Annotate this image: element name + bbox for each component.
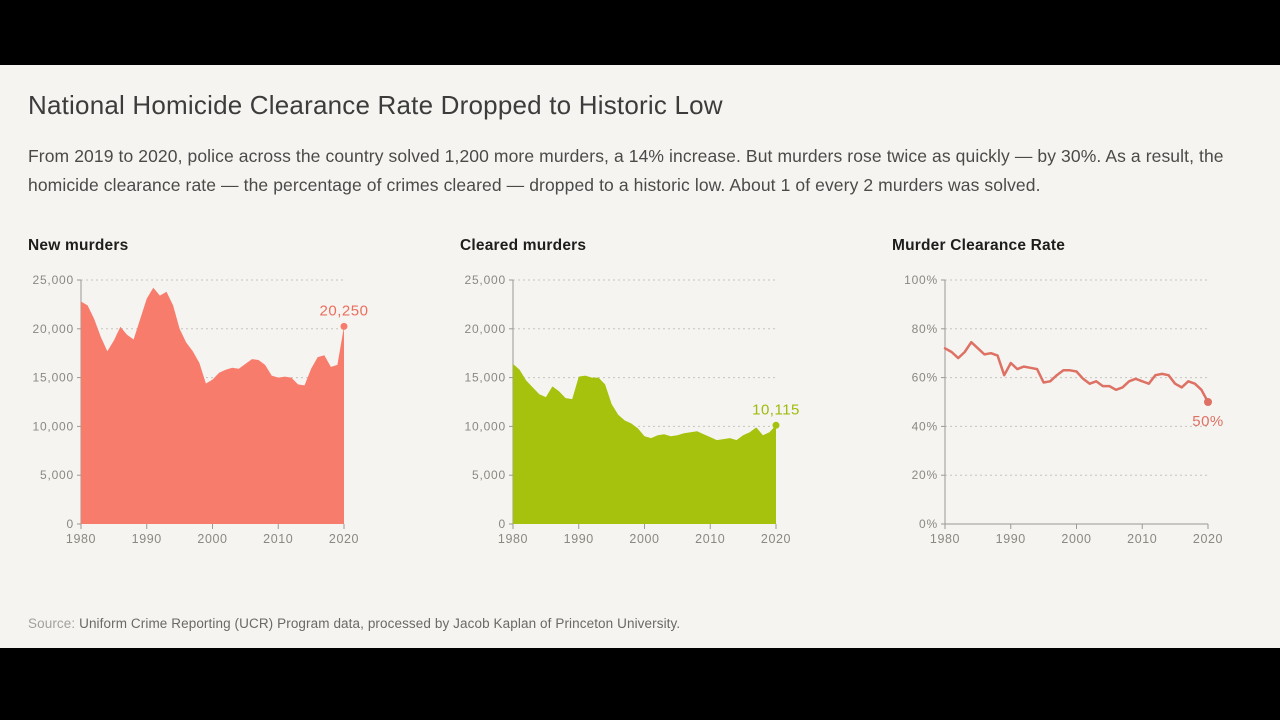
chart-cleared-murders: Cleared murders 0 5,000 10,000 15,000 20,000… — [460, 237, 810, 558]
area-series — [513, 364, 776, 525]
x-tick-label: 1980 — [66, 532, 96, 546]
y-tick-label: 25,000 — [32, 273, 74, 287]
end-value-label: 50% — [1192, 413, 1224, 430]
chart-canvas-cleared-murders: 0 5,000 10,000 15,000 20,000 25,000 1980 1990 20… — [460, 266, 810, 558]
end-point-dot — [772, 421, 780, 429]
y-tick-label: 10,000 — [32, 420, 74, 434]
y-tick-label: 80% — [912, 322, 938, 336]
y-tick-label: 100% — [904, 273, 938, 287]
x-tick-label: 1990 — [132, 532, 162, 546]
x-tick-label: 2020 — [1193, 532, 1223, 546]
y-tick-label: 15,000 — [464, 371, 506, 385]
y-tick-label: 20,000 — [32, 322, 74, 336]
x-tick-label: 2010 — [1127, 532, 1157, 546]
chart-canvas-clearance-rate: 0% 20% 40% 60% 80% 100% 1980 1990 2000 2010 2020 50… — [892, 266, 1242, 558]
x-tick-label: 2000 — [197, 532, 227, 546]
letterbox-bottom — [0, 648, 1280, 720]
y-tick-label: 0 — [499, 517, 506, 531]
chart-new-murders: New murders 0 5,000 10,000 15,000 20,000 25,0… — [28, 237, 378, 558]
x-tick-label: 2000 — [629, 532, 659, 546]
end-point-dot — [1204, 398, 1212, 407]
article-body: National Homicide Clearance Rate Dropped… — [0, 65, 1280, 648]
y-tick-label: 20% — [912, 468, 938, 482]
x-tick-label: 2020 — [761, 532, 791, 546]
x-tick-label: 1980 — [930, 532, 960, 546]
source-label: Source: — [28, 616, 76, 631]
x-tick-label: 1990 — [996, 532, 1026, 546]
x-tick-label: 2000 — [1061, 532, 1091, 546]
end-value-label: 20,250 — [320, 303, 369, 320]
y-tick-label: 40% — [912, 420, 938, 434]
letterbox-top — [0, 0, 1280, 65]
line-series — [943, 341, 1210, 404]
page-title: National Homicide Clearance Rate Dropped… — [28, 90, 723, 120]
y-tick-label: 0 — [67, 517, 74, 531]
y-tick-label: 20,000 — [464, 322, 506, 336]
charts-row: New murders 0 5,000 10,000 15,000 20,000 25,0… — [28, 237, 1252, 557]
y-tick-label: 10,000 — [464, 420, 506, 434]
chart-title-cleared-murders: Cleared murders — [460, 237, 587, 255]
chart-svg: 0 5,000 10,000 15,000 20,000 25,000 1980 1990 20… — [32, 273, 369, 546]
chart-svg: 0 5,000 10,000 15,000 20,000 25,000 1980 1990 20… — [464, 273, 800, 546]
y-tick-label: 15,000 — [32, 371, 74, 385]
chart-canvas-new-murders: 0 5,000 10,000 15,000 20,000 25,000 1980 1990 20… — [28, 266, 378, 558]
source-text: Uniform Crime Reporting (UCR) Program da… — [79, 616, 681, 631]
x-tick-label: 1990 — [564, 532, 594, 546]
y-tick-label: 0% — [919, 517, 938, 531]
chart-clearance-rate: Murder Clearance Rate 0% 20% 40% 60% 80% 100%… — [892, 237, 1242, 558]
end-value-label: 10,115 — [752, 401, 800, 418]
y-tick-label: 5,000 — [40, 468, 74, 482]
source-line: Source: Uniform Crime Reporting (UCR) Pr… — [28, 616, 680, 631]
chart-title-new-murders: New murders — [28, 237, 129, 255]
y-tick-label: 60% — [912, 371, 938, 385]
y-tick-label: 5,000 — [472, 468, 506, 482]
x-tick-label: 2010 — [263, 532, 293, 546]
x-tick-label: 2020 — [329, 532, 359, 546]
x-tick-label: 2010 — [695, 532, 725, 546]
x-tick-label: 1980 — [498, 532, 528, 546]
chart-svg: 0% 20% 40% 60% 80% 100% 1980 1990 2000 2010 2020 50… — [904, 273, 1224, 546]
end-point-dot — [340, 323, 348, 331]
area-series — [81, 287, 344, 525]
y-tick-label: 25,000 — [464, 273, 506, 287]
chart-title-clearance-rate: Murder Clearance Rate — [892, 237, 1066, 255]
page-subtitle: From 2019 to 2020, police across the cou… — [28, 146, 1224, 196]
